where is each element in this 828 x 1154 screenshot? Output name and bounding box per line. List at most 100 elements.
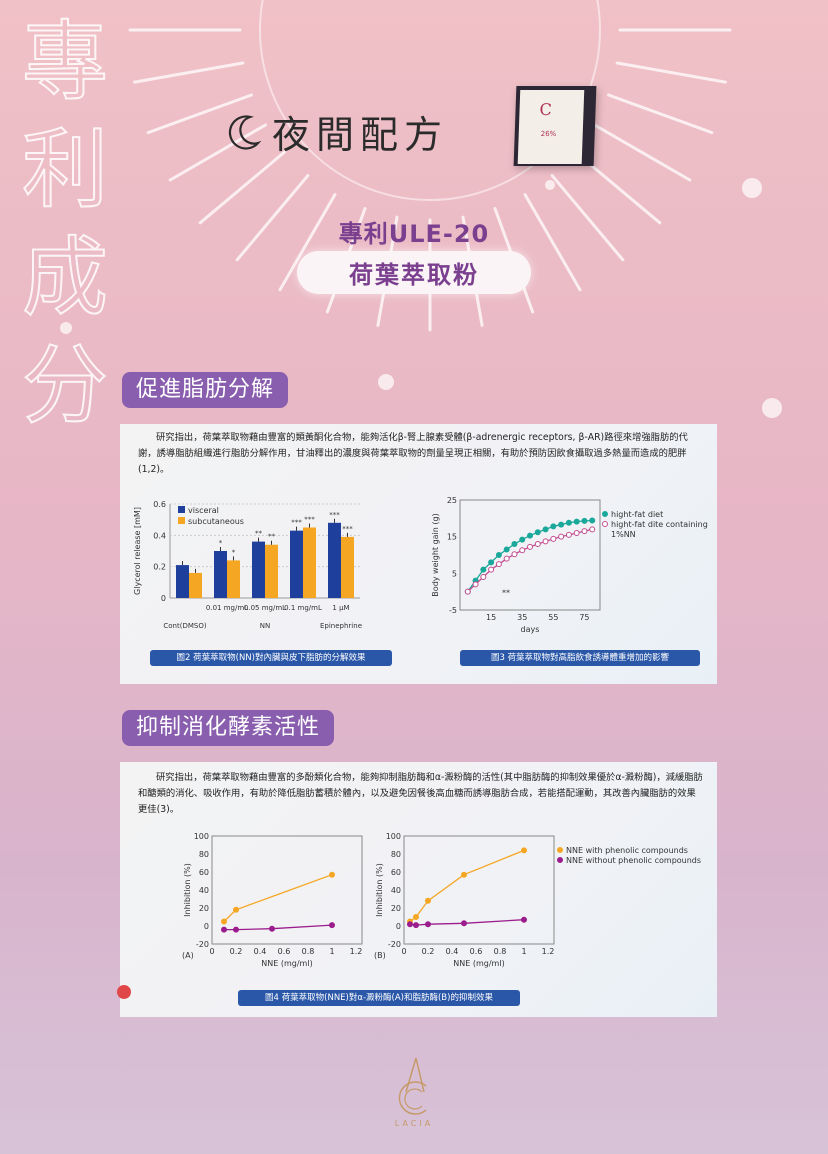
y-tick-label: 80 xyxy=(391,850,401,859)
data-point xyxy=(495,561,502,568)
sun-ray xyxy=(607,93,714,135)
y-tick-label: 40 xyxy=(391,886,401,895)
x-tick-label: 0 xyxy=(401,947,406,956)
data-point xyxy=(534,541,541,547)
bar xyxy=(176,565,189,598)
bar xyxy=(290,530,303,598)
plot-frame xyxy=(403,835,555,945)
significance-mark: *** xyxy=(329,511,340,519)
y-axis-label: Body weight gain (g) xyxy=(431,513,440,596)
x-tick-label: 0.2 xyxy=(230,947,243,956)
legend-label: NNE with phenolic compounds xyxy=(566,846,688,855)
legend-label: subcutaneous xyxy=(188,517,244,526)
y-axis-label: Glycerol release [mM] xyxy=(133,507,142,595)
data-point xyxy=(511,541,518,547)
x-axis-label: NNE (mg/ml) xyxy=(453,959,504,968)
y-tick-label: 0.4 xyxy=(153,531,166,540)
body-weight-line-chart: 25 15 5 -5 15 35 55 75 Body weight gain (g) days h… xyxy=(431,496,708,634)
series-line xyxy=(467,528,593,593)
x-tick-label: 35 xyxy=(517,613,527,622)
x-tick-label: 1 xyxy=(329,947,334,956)
y-tick-label: -20 xyxy=(196,940,209,949)
figure4-caption: 圖4 荷葉萃取物(NNE)對α-澱粉酶(A)和脂肪酶(B)的抑制效果 xyxy=(238,990,520,1006)
plot-frame xyxy=(459,499,601,611)
panel-label: (A) xyxy=(182,951,194,960)
sun-ray xyxy=(615,61,727,84)
data-point xyxy=(542,538,549,545)
decor-dot xyxy=(60,322,72,334)
y-tick-label: 60 xyxy=(391,868,401,877)
data-point xyxy=(573,518,580,525)
group-label: Epinephrine xyxy=(320,622,362,630)
legend-marker xyxy=(602,511,608,517)
sun-ray xyxy=(278,193,337,292)
vertical-title: 專 利 成 分 xyxy=(10,8,120,440)
data-point xyxy=(511,551,518,558)
data-point xyxy=(413,922,419,929)
data-point xyxy=(589,526,596,533)
data-point xyxy=(329,871,335,878)
sun-ray xyxy=(198,150,286,225)
data-point xyxy=(495,552,502,558)
sun-ray xyxy=(523,193,582,292)
y-tick-label: 40 xyxy=(199,886,209,895)
data-point xyxy=(558,533,565,540)
ule-title: 專利ULE-20 xyxy=(338,220,490,248)
sun-ray xyxy=(146,93,253,135)
data-point xyxy=(464,588,471,595)
significance-mark: *** xyxy=(291,519,302,527)
y-tick-label: 0.2 xyxy=(153,563,166,572)
legend-label: visceral xyxy=(188,506,219,515)
x-tick-label: 0.6 xyxy=(470,947,483,956)
enzyme-panel: 研究指出，荷葉萃取物藉由豐富的多酚類化合物，能夠抑制脂肪酶和α-澱粉酶的活性(其… xyxy=(120,762,717,1017)
vertical-title-char: 利 xyxy=(21,119,109,221)
x-axis-label: NNE (mg/ml) xyxy=(261,959,312,968)
night-formula-title: 夜間配方 xyxy=(228,104,448,159)
x-tick-label: 0.4 xyxy=(446,947,459,956)
enzyme-paragraph: 研究指出，荷葉萃取物藉由豐富的多酚類化合物，能夠抑制脂肪酶和α-澱粉酶的活性(其… xyxy=(138,772,703,815)
data-point xyxy=(472,581,479,588)
vertical-title-char: 專 xyxy=(21,11,109,113)
x-tick-label: 1.2 xyxy=(350,947,363,956)
data-point xyxy=(480,566,487,573)
legend-label: 1%NN xyxy=(611,530,636,539)
bar xyxy=(328,522,341,598)
category-label: 0.1 mg/mL xyxy=(284,604,322,612)
decor-dot xyxy=(762,398,782,418)
category-label: 0.01 mg/mL xyxy=(206,604,248,612)
bar xyxy=(303,527,316,598)
data-point xyxy=(503,555,510,562)
y-tick-label: 60 xyxy=(199,868,209,877)
x-tick-label: 0.4 xyxy=(254,947,267,956)
sun-ray xyxy=(593,123,692,182)
sun-ray xyxy=(133,61,245,84)
data-point xyxy=(329,922,335,929)
data-point xyxy=(233,926,239,933)
y-tick-label: 0 xyxy=(204,922,209,931)
x-tick-label: 0.6 xyxy=(278,947,291,956)
annotation: ** xyxy=(502,588,510,597)
x-tick-label: 1.2 xyxy=(542,947,555,956)
lipolysis-paragraph: 研究指出，荷葉萃取物藉由豐富的類黃酮化合物，能夠活化β-腎上腺素受體(β-adr… xyxy=(138,432,688,475)
significance-mark: ** xyxy=(268,533,276,541)
decor-dot xyxy=(545,180,555,190)
y-tick-label: 25 xyxy=(447,496,457,505)
data-point xyxy=(221,918,227,925)
y-tick-label: -5 xyxy=(449,606,457,615)
data-point xyxy=(503,546,510,553)
product-box-image: C 26% xyxy=(513,86,597,166)
x-tick-label: 0.8 xyxy=(494,947,507,956)
data-point xyxy=(519,536,526,543)
data-point xyxy=(573,530,580,536)
lacia-logo: LACIA xyxy=(395,1057,430,1128)
ule-heading: 專利ULE-20 荷葉萃取粉 xyxy=(0,214,828,294)
figure3-caption: 圖3 荷葉萃取物對高脂飲食誘導體重增加的影響 xyxy=(460,650,700,666)
panel-label: (B) xyxy=(374,951,386,960)
series-line xyxy=(224,924,333,931)
data-point xyxy=(521,847,527,854)
y-tick-label: 20 xyxy=(391,904,401,913)
sun-ray xyxy=(235,174,310,262)
plot-frame xyxy=(211,835,363,945)
group-label: NN xyxy=(260,622,270,630)
